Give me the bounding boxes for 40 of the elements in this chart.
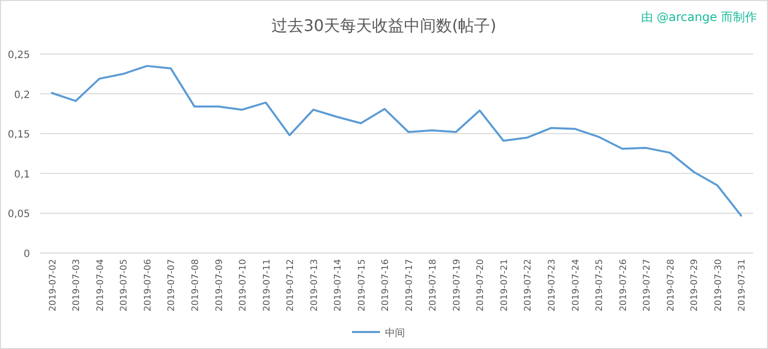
y-tick-label: 0,25 <box>8 50 30 61</box>
x-tick-label: 2019-07-31 <box>738 259 748 312</box>
x-tick-label: 2019-07-26 <box>618 258 629 312</box>
line-series <box>50 64 742 217</box>
x-tick-label: 2019-07-27 <box>642 259 653 312</box>
y-tick-label: 0,15 <box>8 130 30 141</box>
x-tick-label: 2019-07-25 <box>595 259 606 312</box>
x-tick-label: 2019-07-30 <box>714 258 724 312</box>
legend-label: 中间 <box>385 327 405 339</box>
text: 由 @arcange 而制作 <box>640 10 757 24</box>
x-tick-label: 2019-07-20 <box>476 258 486 312</box>
x-tick-label: 2019-07-28 <box>666 258 676 312</box>
x-tick-label: 2019-07-14 <box>334 258 344 312</box>
x-tick-label: 2019-07-22 <box>524 259 534 312</box>
x-tick-label: 2019-07-07 <box>167 259 178 312</box>
x-tick-label: 2019-07-24 <box>571 258 582 312</box>
x-tick-label: 2019-07-12 <box>286 259 296 312</box>
y-tick-label: 0,1 <box>14 169 30 180</box>
y-tick-label: 0 <box>24 249 30 260</box>
x-tick-label: 2019-07-03 <box>72 259 82 312</box>
x-tick-label: 2019-07-05 <box>120 259 130 312</box>
x-tick-label: 2019-07-13 <box>310 259 320 312</box>
x-tick-label: 2019-07-23 <box>547 259 558 312</box>
x-tick-label: 2019-07-09 <box>214 258 225 312</box>
x-tick-label: 2019-07-29 <box>690 258 700 312</box>
x-tick-label: 2019-07-02 <box>48 259 58 312</box>
x-tick-label: 2019-07-08 <box>190 258 201 312</box>
x-tick-label: 2019-07-06 <box>143 258 154 312</box>
y-tick-label: 0,05 <box>8 209 30 220</box>
x-tick-label: 2019-07-11 <box>262 259 272 312</box>
y-tick-label: 0,2 <box>14 90 30 101</box>
x-tick-label: 2019-07-21 <box>500 259 510 312</box>
x-tick-label: 2019-07-17 <box>404 259 415 312</box>
x-tick-label: 2019-07-19 <box>452 258 462 312</box>
x-tick-label: 2019-07-15 <box>357 259 368 312</box>
x-tick-label: 2019-07-18 <box>428 258 439 312</box>
chart-title: 过去30天每天收益中间数(帖子) <box>272 16 496 35</box>
x-tick-label: 2019-07-16 <box>381 258 392 312</box>
x-tick-label: 2019-07-10 <box>238 258 249 312</box>
x-tick-label: 2019-07-04 <box>96 258 106 312</box>
